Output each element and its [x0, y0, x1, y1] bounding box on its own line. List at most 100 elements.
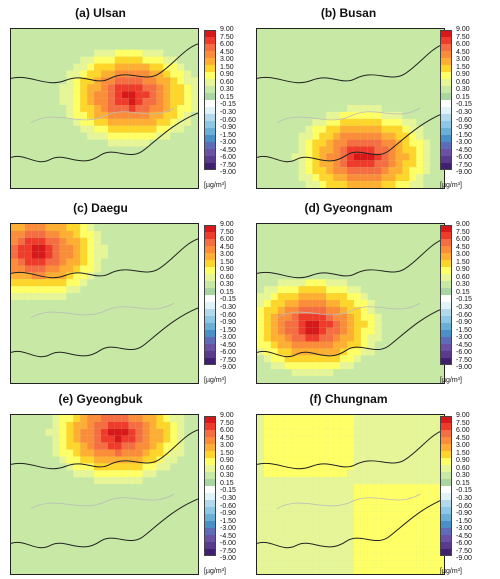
grid-cell	[367, 421, 375, 429]
grid-cell	[416, 415, 424, 422]
grid-cell	[128, 98, 136, 106]
grid-cell	[381, 525, 389, 533]
grid-cell	[402, 560, 410, 568]
grid-cell	[347, 415, 354, 422]
colorbar-cell	[204, 135, 216, 142]
grid-cell	[319, 286, 327, 294]
grid-cell	[423, 470, 431, 478]
colorbar-cell	[440, 323, 452, 330]
grid-cell	[430, 546, 438, 554]
grid-cell	[298, 306, 306, 314]
grid-cell	[277, 313, 285, 321]
grid-cell	[367, 470, 375, 478]
grid-cell	[17, 251, 25, 259]
grid-cell	[298, 167, 306, 175]
grid-cell	[326, 532, 334, 540]
colorbar-cell	[440, 135, 452, 142]
grid-cell	[423, 525, 431, 533]
grid-cell	[319, 539, 327, 547]
grid-cell	[312, 525, 320, 533]
grid-cell	[333, 279, 341, 287]
grid-cell	[298, 146, 306, 154]
grid-cell	[80, 224, 88, 231]
grid-cell	[87, 118, 95, 126]
grid-cell	[333, 125, 341, 133]
grid-cell	[374, 477, 382, 485]
grid-cell	[312, 341, 320, 349]
grid-cell	[312, 293, 320, 301]
panel-gyeongnam: (d) Gyeongnam 9.00 7.50 6.00 4.50 3.00 1.50 0.…	[254, 201, 500, 386]
grid-cell	[367, 167, 375, 175]
grid-cell	[353, 306, 361, 314]
grid-cell	[423, 539, 431, 547]
grid-cell	[284, 470, 292, 478]
grid-cell	[298, 313, 306, 321]
coastline	[257, 238, 444, 279]
grid-cell	[347, 546, 354, 554]
grid-cell	[347, 421, 354, 429]
grid-cell	[263, 306, 271, 314]
colorbar-tick-label: 6.00	[456, 236, 470, 244]
colorbar-cell	[204, 542, 216, 549]
grid-cell	[94, 237, 102, 245]
grid-cell	[353, 160, 361, 168]
grid-cell	[423, 477, 431, 485]
grid-cell	[305, 139, 313, 147]
grid-cell	[24, 272, 32, 280]
grid-cell	[312, 415, 320, 422]
colorbar-cell	[440, 351, 452, 358]
grid-cell	[163, 91, 171, 99]
grid-cell	[142, 77, 150, 85]
grid-cell	[367, 442, 375, 450]
grid-cell	[121, 105, 129, 112]
colorbar-tick-label: -1.50	[220, 326, 236, 334]
grid-cell	[170, 56, 178, 64]
grid-cell	[257, 449, 264, 457]
grid-cell	[326, 553, 334, 561]
grid-cell	[423, 428, 431, 436]
grid-cell	[135, 139, 143, 147]
colorbar-cell	[440, 288, 452, 295]
grid-cell	[142, 456, 150, 464]
grid-cell	[326, 415, 334, 422]
grid-cell	[31, 265, 39, 273]
grid-cell	[360, 421, 368, 429]
grid-cell	[163, 449, 171, 457]
grid-cell	[156, 63, 164, 71]
grid-cell	[270, 421, 278, 429]
grid-cell	[374, 327, 382, 335]
grid-cell	[191, 98, 198, 106]
grid-cell	[319, 511, 327, 519]
grid-cell	[360, 160, 368, 168]
grid-cell	[135, 49, 143, 57]
grid-cell	[298, 553, 306, 561]
grid-cell	[45, 237, 53, 245]
grid-cell	[291, 456, 299, 464]
grid-cell	[66, 272, 74, 280]
grid-cell	[319, 348, 327, 356]
grid-cell	[263, 560, 271, 568]
grid-cell	[416, 160, 424, 168]
grid-cell	[149, 70, 157, 78]
grid-cell	[284, 327, 292, 335]
grid-cell	[312, 511, 320, 519]
grid-cell	[163, 456, 171, 464]
grid-cell	[333, 139, 341, 147]
grid-cell	[291, 415, 299, 422]
grid-cell	[353, 146, 361, 154]
grid-cell	[395, 456, 403, 464]
colorbar-tick-label: -7.50	[456, 161, 472, 169]
grid-cell	[270, 293, 278, 301]
grid-cell	[388, 511, 396, 519]
grid-cell	[66, 286, 74, 294]
grid-cell	[121, 111, 129, 119]
grid-cell	[402, 463, 410, 471]
grid-cell	[298, 435, 306, 443]
grid-cell	[423, 435, 431, 443]
grid-cell	[312, 279, 320, 287]
colorbar-tick-label: -0.60	[220, 502, 236, 510]
grid-cell	[38, 293, 46, 301]
grid-cell	[128, 442, 136, 450]
grid-cell	[319, 313, 327, 321]
colorbar-cell	[204, 156, 216, 163]
